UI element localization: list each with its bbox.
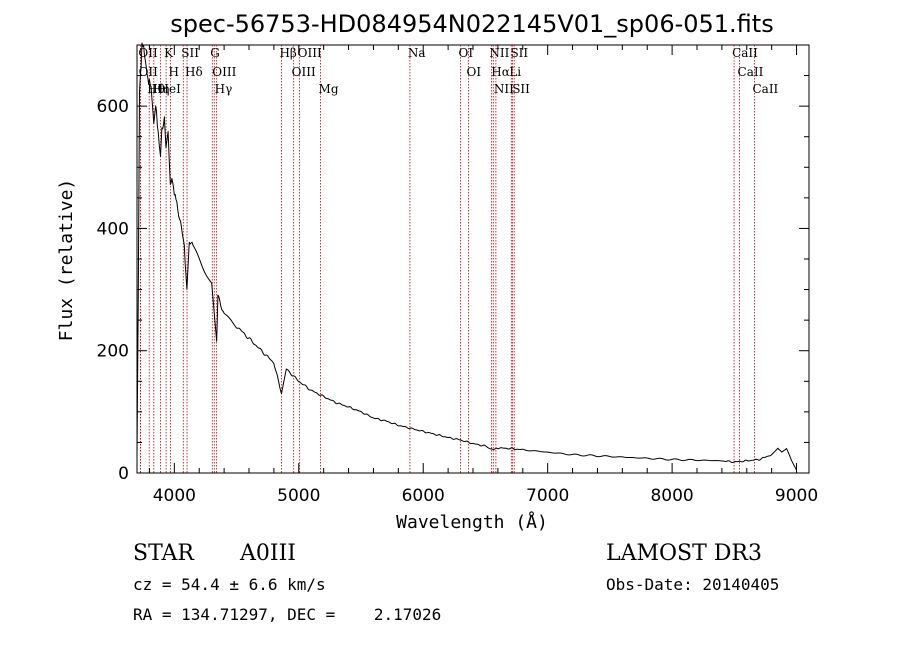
line-label: OIII — [292, 65, 316, 79]
line-label: OII — [138, 46, 158, 60]
x-tick-label: 7000 — [526, 486, 569, 506]
y-axis-title: Flux (relative) — [56, 179, 77, 342]
spectrum-series — [136, 42, 797, 471]
line-label: CaII — [752, 82, 778, 96]
y-tick-label: 400 — [97, 219, 129, 239]
emission-line-labels: OIIOIIHθHηHeIKHSIIHδGOIIIHγHβOIIIOIIIMgN… — [138, 46, 778, 96]
line-label: SII — [510, 46, 528, 60]
line-label: OI — [459, 46, 474, 60]
line-label: Hγ — [215, 82, 233, 96]
survey-name: LAMOST DR3 — [606, 541, 762, 566]
line-label: SII — [181, 46, 199, 60]
line-label: G — [210, 46, 220, 60]
redshift-cz: cz = 54.4 ± 6.6 km/s — [133, 575, 326, 594]
line-label: Mg — [319, 82, 339, 96]
line-label: OII — [139, 65, 159, 79]
y-tick-label: 600 — [97, 97, 129, 117]
line-label: OIII — [212, 65, 236, 79]
chart-title: spec-56753-HD084954N022145V01_sp06-051.f… — [170, 10, 773, 38]
line-label: NII — [489, 46, 509, 60]
coordinates: RA = 134.71297, DEC = 2.17026 — [133, 605, 441, 624]
object-type: STAR — [133, 541, 195, 566]
axis-tick-labels: 4000 5000 6000 7000 8000 9000 0 200 400 600 — [97, 97, 819, 506]
x-tick-label: 9000 — [775, 486, 818, 506]
line-label: Hβ — [279, 46, 296, 60]
x-tick-label: 5000 — [277, 486, 320, 506]
y-tick-label: 0 — [118, 464, 129, 484]
line-label: Hδ — [185, 65, 203, 79]
line-label: HeI — [159, 82, 182, 96]
spectral-class: A0III — [239, 541, 296, 566]
line-label: CaII — [732, 46, 758, 60]
line-label: H — [168, 65, 178, 79]
line-label: OIII — [298, 46, 322, 60]
emission-line-markers — [139, 45, 755, 473]
observation-date: Obs-Date: 20140405 — [606, 575, 779, 594]
line-label: K — [164, 46, 174, 60]
y-tick-label: 200 — [97, 342, 129, 362]
axis-ticks — [137, 45, 809, 474]
x-tick-label: 8000 — [650, 486, 693, 506]
x-tick-label: 6000 — [402, 486, 445, 506]
line-label: Na — [408, 46, 426, 60]
line-label: Li — [509, 65, 521, 79]
line-label: Hα — [491, 65, 510, 79]
x-axis-title: Wavelength (Å) — [396, 511, 548, 533]
line-label: Hη — [152, 82, 170, 96]
spectrum-line — [136, 42, 797, 471]
line-label: CaII — [738, 65, 764, 79]
plot-frame — [136, 44, 810, 474]
x-tick-label: 4000 — [153, 486, 196, 506]
line-label: NII — [494, 82, 514, 96]
line-label: OI — [467, 65, 482, 79]
line-label: SII — [512, 82, 530, 96]
